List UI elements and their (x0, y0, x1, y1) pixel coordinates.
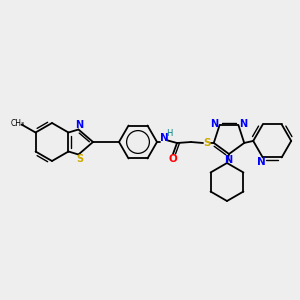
Text: CH₃: CH₃ (11, 119, 25, 128)
Text: N: N (160, 133, 168, 143)
Text: N: N (211, 119, 219, 129)
Text: N: N (224, 155, 232, 165)
Text: S: S (203, 138, 211, 148)
Text: N: N (75, 119, 83, 130)
Text: O: O (169, 154, 177, 164)
Text: H: H (166, 128, 172, 137)
Text: N: N (239, 119, 247, 129)
Text: N: N (257, 158, 266, 167)
Text: S: S (76, 154, 83, 164)
